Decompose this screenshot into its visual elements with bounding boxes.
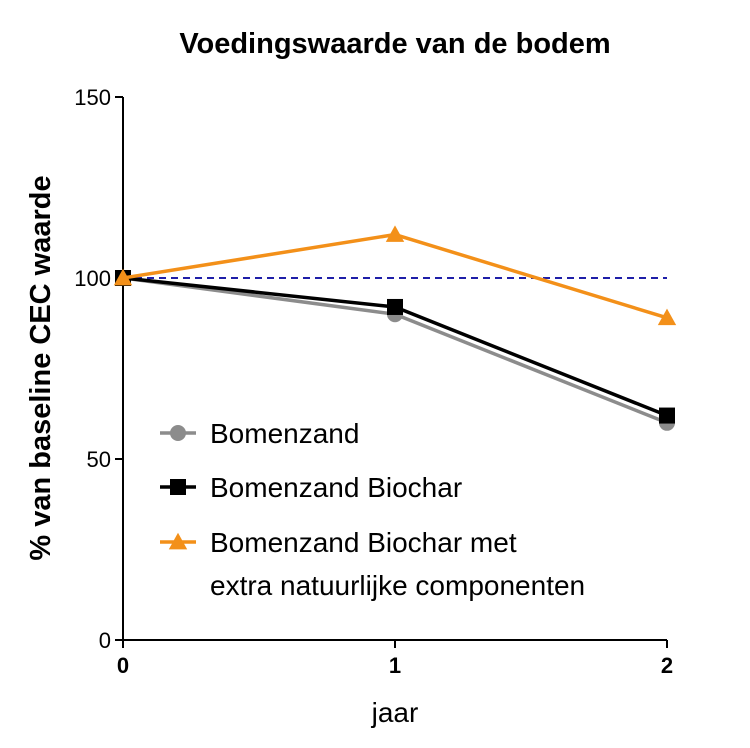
x-tick-label: 0	[117, 653, 129, 678]
x-tick-label: 2	[661, 653, 673, 678]
legend-label: Bomenzand Biochar met	[210, 527, 517, 558]
y-tick-label: 0	[99, 628, 111, 653]
legend-entry: Bomenzand Biochar met extra natuurlijke c…	[160, 527, 585, 601]
legend-entry: Bomenzand Biochar	[160, 472, 462, 503]
y-axis-label: % van baseline CEC waarde	[25, 175, 57, 560]
x-axis-label: jaar	[371, 697, 419, 728]
chart-title: Voedingswaarde van de bodem	[179, 28, 610, 60]
legend-marker	[170, 479, 186, 495]
y-tick-label: 150	[74, 85, 111, 110]
legend-label: Bomenzand	[210, 418, 359, 449]
y-tick-label: 100	[74, 266, 111, 291]
y-tick-label: 50	[87, 447, 111, 472]
data-point	[659, 407, 675, 424]
series-line	[122, 276, 668, 418]
legend-marker	[170, 425, 186, 441]
legend-marker	[168, 532, 188, 550]
legend-label: Bomenzand Biochar	[210, 472, 462, 503]
series-3	[113, 225, 677, 326]
legend-entry: Bomenzand	[160, 418, 359, 449]
data-point	[385, 225, 405, 242]
data-point	[387, 298, 403, 315]
data-point	[113, 268, 133, 286]
data-point	[657, 308, 677, 326]
x-tick-label: 1	[389, 653, 401, 678]
legend-label: extra natuurlijke componenten	[210, 570, 585, 601]
